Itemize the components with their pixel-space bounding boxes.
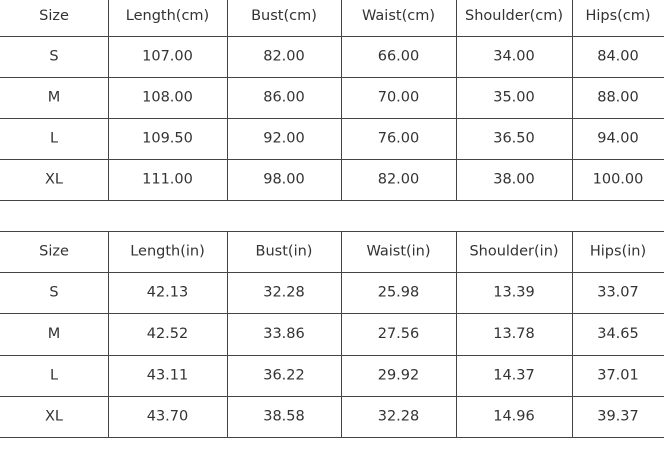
table-cell: 34.00 <box>493 49 535 65</box>
table-cell: XL <box>45 172 63 188</box>
table-cell: 43.70 <box>147 409 189 425</box>
table-cell: 111.00 <box>142 172 193 188</box>
table-cell: M <box>48 90 61 106</box>
table-cell: L <box>50 368 58 384</box>
table-cell: L <box>50 131 58 147</box>
header-cell: Size <box>39 244 69 260</box>
header-cell: Length(in) <box>130 244 205 260</box>
header-cell: Shoulder(in) <box>469 244 558 260</box>
table-cell: 39.37 <box>597 409 639 425</box>
table-cell: 32.28 <box>263 285 305 301</box>
table-cell: 86.00 <box>263 90 305 106</box>
table-cell: XL <box>45 409 63 425</box>
table-cell: 33.86 <box>263 326 305 342</box>
table-cell: 92.00 <box>263 131 305 147</box>
table-cell: 29.92 <box>378 368 420 384</box>
table-cell: 13.78 <box>493 326 535 342</box>
table-cell: S <box>49 285 58 301</box>
header-cell: Waist(cm) <box>362 8 435 24</box>
table-cell: 36.22 <box>263 368 305 384</box>
table-cell: 109.50 <box>142 131 193 147</box>
header-cell: Bust(cm) <box>251 8 317 24</box>
table-cell: 14.37 <box>493 368 535 384</box>
table-cell: S <box>49 49 58 65</box>
table-cell: 36.50 <box>493 131 535 147</box>
table-cell: 108.00 <box>142 90 193 106</box>
header-cell: Hips(cm) <box>585 8 650 24</box>
header-cell: Shoulder(cm) <box>465 8 563 24</box>
table-cell: 42.13 <box>147 285 189 301</box>
table-cell: 100.00 <box>593 172 644 188</box>
table-cell: 84.00 <box>597 49 639 65</box>
header-cell: Size <box>39 8 69 24</box>
table-cell: 82.00 <box>378 172 420 188</box>
table-cell: 66.00 <box>378 49 420 65</box>
table-cell: 14.96 <box>493 409 535 425</box>
table-cell: 13.39 <box>493 285 535 301</box>
table-cell: 38.58 <box>263 409 305 425</box>
table-cell: 37.01 <box>597 368 639 384</box>
table-cell: 76.00 <box>378 131 420 147</box>
table-cell: 43.11 <box>147 368 189 384</box>
header-cell: Bust(in) <box>256 244 313 260</box>
table-cell: 27.56 <box>378 326 420 342</box>
table-cell: 82.00 <box>263 49 305 65</box>
table-cell: 33.07 <box>597 285 639 301</box>
table-cell: 34.65 <box>597 326 639 342</box>
table-cell: 70.00 <box>378 90 420 106</box>
table-cell: 35.00 <box>493 90 535 106</box>
table-cell: 32.28 <box>378 409 420 425</box>
table-cell: 94.00 <box>597 131 639 147</box>
table-cell: 107.00 <box>142 49 193 65</box>
table-cell: 42.52 <box>147 326 189 342</box>
table-cell: 98.00 <box>263 172 305 188</box>
header-cell: Hips(in) <box>590 244 646 260</box>
table-cell: 38.00 <box>493 172 535 188</box>
table-cell: 88.00 <box>597 90 639 106</box>
table-cell: M <box>48 326 61 342</box>
header-cell: Waist(in) <box>366 244 430 260</box>
table-cell: 25.98 <box>378 285 420 301</box>
header-cell: Length(cm) <box>126 8 209 24</box>
